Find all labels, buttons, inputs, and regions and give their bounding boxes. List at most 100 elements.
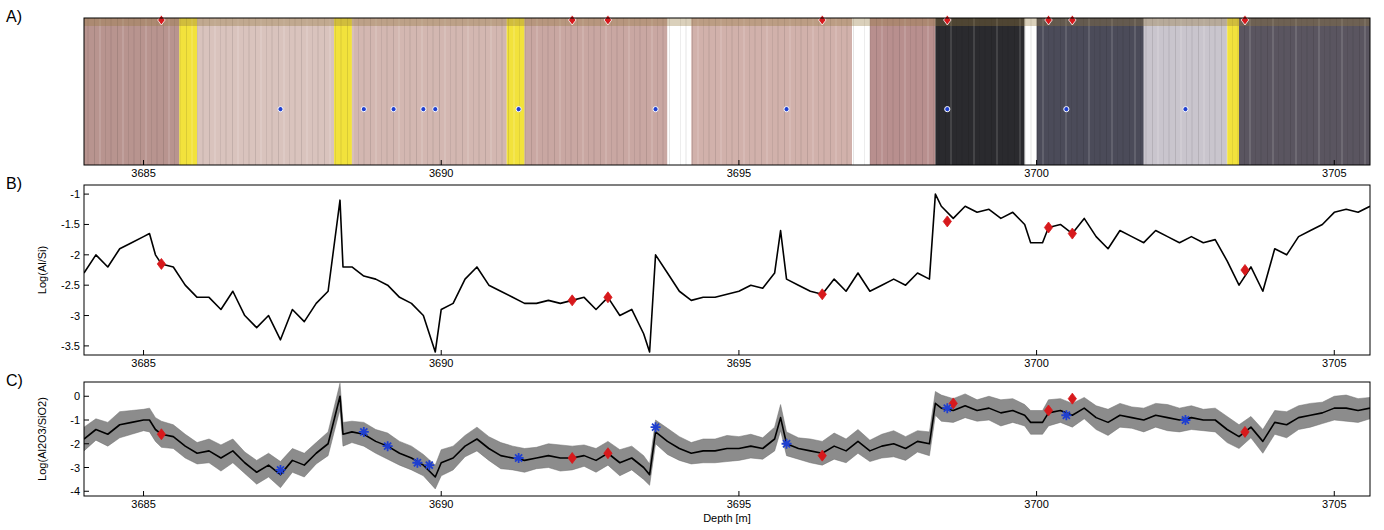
x-tick — [738, 160, 739, 165]
marker-diamond — [157, 258, 165, 269]
x-tick-label: 3700 — [1024, 498, 1048, 510]
x-tick — [1036, 491, 1037, 496]
plot-area — [84, 383, 1370, 489]
y-tick — [84, 491, 89, 492]
x-tick-label: 3685 — [131, 357, 155, 369]
y-tick-label: -2 — [70, 249, 80, 261]
marker-circle — [391, 107, 396, 112]
marker-circle — [1183, 107, 1188, 112]
y-tick — [84, 315, 89, 316]
y-tick-label: -4 — [70, 485, 80, 497]
x-tick-label: 3690 — [429, 357, 453, 369]
plot-frame — [84, 382, 1370, 496]
x-tick — [1334, 491, 1335, 496]
marker-diamond — [1241, 426, 1249, 437]
plot-area — [84, 194, 1370, 352]
y-tick-label: -3 — [70, 462, 80, 474]
x-tick — [738, 491, 739, 496]
marker-diamond — [1241, 15, 1249, 25]
marker-diamond — [568, 295, 576, 306]
y-tick-label: -2.5 — [61, 279, 80, 291]
marker-diamond — [819, 15, 827, 25]
marker-diamond — [568, 453, 576, 464]
x-tick — [143, 160, 144, 165]
y-tick-label: -1 — [70, 414, 80, 426]
plot-frame — [84, 18, 1370, 165]
marker-diamond — [1068, 393, 1076, 404]
x-tick-label: 3695 — [727, 498, 751, 510]
y-tick-label: -3.5 — [61, 340, 80, 352]
data-line — [84, 396, 1370, 477]
marker-diamond — [1044, 405, 1052, 416]
plot-area — [84, 18, 1370, 165]
x-tick — [1334, 350, 1335, 355]
marker-diamond — [568, 15, 576, 25]
marker-diamond — [943, 216, 951, 227]
figure: 36853690369537003705A)368536903695370037… — [0, 0, 1384, 530]
marker-star — [651, 422, 661, 432]
x-tick-label: 3690 — [429, 167, 453, 179]
marker-diamond — [949, 398, 957, 409]
marker-diamond — [1045, 15, 1053, 25]
marker-star — [514, 453, 524, 463]
marker-diamond — [944, 15, 952, 25]
x-tick — [441, 491, 442, 496]
core-texture — [84, 18, 1370, 165]
marker-circle — [421, 107, 426, 112]
y-tick-label: 0 — [74, 390, 80, 402]
y-tick — [84, 254, 89, 255]
marker-star — [383, 441, 393, 451]
plot-frame — [84, 185, 1370, 355]
y-tick — [84, 396, 89, 397]
marker-circle — [945, 107, 950, 112]
marker-circle — [516, 107, 521, 112]
x-tick-label: 3695 — [727, 357, 751, 369]
y-tick-label: -3 — [70, 310, 80, 322]
marker-star — [412, 458, 422, 468]
y-axis-title: Log(Al2O3/SiO2) — [36, 397, 48, 481]
y-axis-title: Log(Al/Si) — [36, 246, 48, 294]
y-tick — [84, 467, 89, 468]
panel-label: B) — [6, 175, 22, 192]
x-tick — [441, 350, 442, 355]
marker-circle — [433, 107, 438, 112]
y-tick-label: -1 — [70, 188, 80, 200]
x-axis-title: Depth [m] — [703, 512, 751, 524]
x-tick-label: 3705 — [1322, 498, 1346, 510]
marker-star — [424, 460, 434, 470]
x-tick-label: 3700 — [1024, 357, 1048, 369]
y-tick — [84, 420, 89, 421]
x-tick — [738, 350, 739, 355]
marker-circle — [361, 107, 366, 112]
x-tick — [143, 350, 144, 355]
y-tick — [84, 285, 89, 286]
marker-diamond — [1068, 228, 1076, 239]
x-tick-label: 3690 — [429, 498, 453, 510]
marker-diamond — [1044, 222, 1052, 233]
marker-diamond — [604, 448, 612, 459]
x-tick — [441, 160, 442, 165]
core-edge — [84, 18, 1370, 26]
marker-star — [359, 427, 369, 437]
x-tick-label: 3705 — [1322, 357, 1346, 369]
uncertainty-band — [84, 383, 1370, 489]
x-tick-label: 3705 — [1322, 167, 1346, 179]
marker-star — [942, 403, 952, 413]
y-tick-label: -2 — [70, 438, 80, 450]
marker-diamond — [818, 289, 826, 300]
data-line — [84, 194, 1370, 352]
marker-diamond — [157, 429, 165, 440]
marker-circle — [653, 107, 658, 112]
marker-diamond — [604, 15, 612, 25]
x-tick-label: 3700 — [1024, 167, 1048, 179]
x-tick — [1036, 350, 1037, 355]
x-tick-label: 3685 — [131, 498, 155, 510]
marker-circle — [784, 107, 789, 112]
y-tick — [84, 345, 89, 346]
x-tick-label: 3695 — [727, 167, 751, 179]
marker-diamond — [604, 292, 612, 303]
x-tick — [1036, 160, 1037, 165]
marker-diamond — [158, 15, 166, 25]
marker-star — [1061, 410, 1071, 420]
marker-star — [275, 465, 285, 475]
